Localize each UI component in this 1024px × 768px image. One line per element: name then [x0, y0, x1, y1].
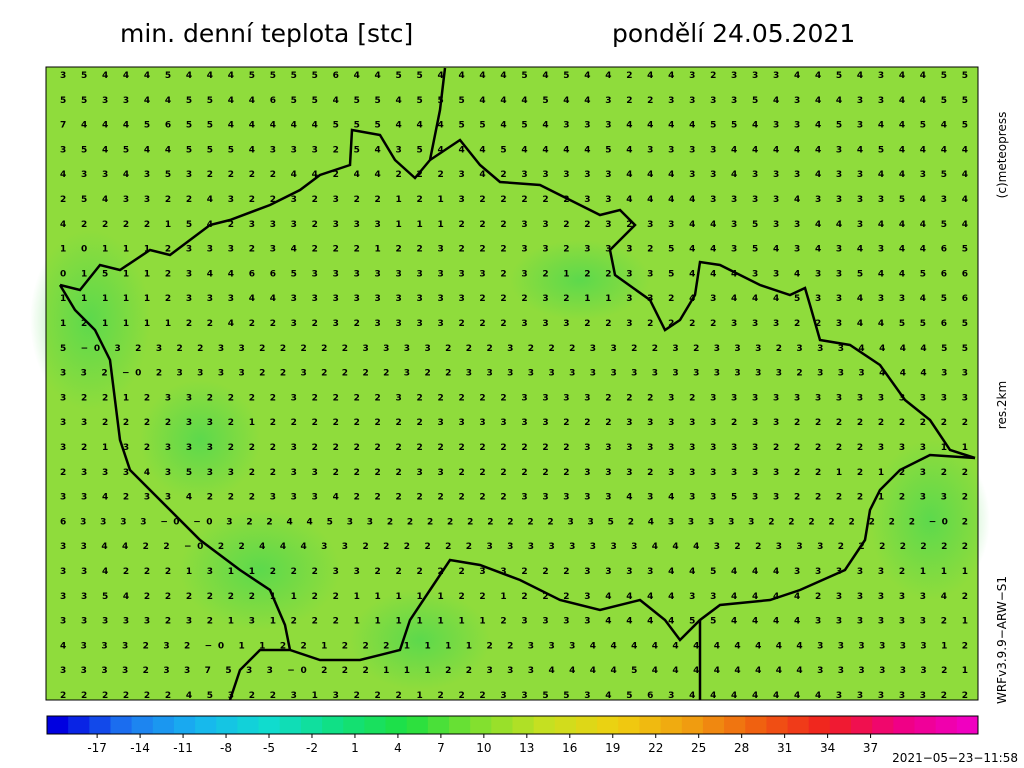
copyright: (c)meteopress: [995, 112, 1009, 199]
colorbar-label: 1: [351, 741, 359, 755]
colorbar-cell: [554, 716, 577, 734]
colorbar-cell: [935, 716, 958, 734]
colorbar-label: 34: [820, 741, 835, 755]
colorbar-cell: [364, 716, 387, 734]
colorbar-cell: [258, 716, 281, 734]
colorbar-label: -2: [306, 741, 318, 755]
grid-row: 7 4 4 4 5 6 5 5 4 4 4 4 4 5 5 5 4 4 4 5 …: [60, 121, 968, 131]
colorbar-cell: [449, 716, 471, 734]
grid-row: 3 3 2 2 2 2 3 3 2 1 2 2 2 2 2 2 2 2 3 3 …: [60, 418, 968, 428]
colorbar-cell: [343, 716, 365, 734]
colorbar-cell: [110, 716, 133, 734]
grid-row: 2 5 4 3 3 2 2 4 3 2 2 3 2 3 2 2 1 2 1 3 …: [60, 195, 968, 205]
grid-row: 4 3 3 4 3 5 3 2 2 2 2 4 4 2 4 4 2 2 2 3 …: [60, 170, 968, 180]
colorbar-label: 10: [476, 741, 491, 755]
colorbar-cell: [68, 716, 90, 734]
model: WRFv3.9.9−ARW−S1: [995, 576, 1009, 704]
grid-row: 3 3 5 4 2 2 2 2 2 2 1 1 2 2 1 1 1 1 1 2 …: [60, 592, 968, 602]
grid-row: 0 1 5 1 1 2 3 4 4 6 6 5 3 3 3 3 3 3 3 3 …: [60, 269, 968, 279]
colorbar-cell: [681, 716, 704, 734]
colorbar-cell: [131, 716, 154, 734]
cold-patches: [30, 230, 990, 690]
colorbar-cell: [237, 716, 260, 734]
colorbar-label: 4: [394, 741, 402, 755]
colorbar-cell: [787, 716, 810, 734]
colorbar-cell: [597, 716, 619, 734]
colorbar-label: 25: [691, 741, 706, 755]
colorbar-cell: [152, 716, 175, 734]
colorbar-cell: [893, 716, 916, 734]
colorbar-label: -8: [220, 741, 232, 755]
colorbar-cell: [914, 716, 937, 734]
colorbar-cell: [385, 716, 408, 734]
grid-row: 3 3 4 2 2 2 1 3 1 1 2 2 2 3 3 2 2 2 2 2 …: [60, 567, 968, 577]
colorbar-cell: [533, 716, 556, 734]
colorbar-cell: [851, 716, 873, 734]
colorbar-cell: [702, 716, 725, 734]
colorbar-cell: [766, 716, 789, 734]
colorbar-cell: [427, 716, 450, 734]
colorbar-label: -5: [263, 741, 275, 755]
value-grid: 3 5 4 4 4 5 4 4 4 5 5 5 5 6 4 4 5 5 4 4 …: [60, 71, 968, 701]
colorbar-cell: [956, 716, 979, 734]
grid-row: 1 0 1 1 1 2 3 3 3 2 3 4 2 2 2 1 2 2 3 2 …: [60, 245, 968, 255]
colorbar-label: 37: [863, 741, 878, 755]
colorbar-label: -14: [130, 741, 150, 755]
colorbar-cell: [491, 716, 513, 734]
map-frame: [45, 66, 979, 701]
colorbar-cell: [808, 716, 831, 734]
grid-row: 2 3 3 3 4 3 5 3 3 2 2 3 3 2 2 2 2 3 3 2 …: [60, 468, 968, 478]
grid-row: 1 2 1 1 1 1 2 2 4 2 2 3 2 3 2 3 3 3 3 2 …: [60, 319, 968, 329]
grid-row: 3 3 3 3 3 2 3 2 1 3 1 2 2 2 1 1 1 1 1 1 …: [60, 617, 968, 627]
colorbar-cell: [173, 716, 196, 734]
colorbar-frame: [46, 715, 979, 735]
colorbar-cell: [216, 716, 238, 734]
colorbar-cell: [724, 716, 746, 734]
colorbar: -17 -14 -11 -8 -5 -2 1 4 7 10 13 16 19 22 25 28 31 34 37: [46, 715, 979, 755]
colorbar-label: 22: [648, 741, 663, 755]
colorbar-cell: [660, 716, 683, 734]
colorbar-cell: [470, 716, 492, 734]
colorbar-cell: [639, 716, 662, 734]
resolution: res.2km: [995, 381, 1009, 429]
map-title: min. denní teplota [stc]: [120, 19, 413, 48]
colorbar-cell: [300, 716, 323, 734]
colorbar-cell: [745, 716, 767, 734]
colorbar-cell: [575, 716, 598, 734]
colorbar-cell: [406, 716, 429, 734]
grid-row: 3 5 4 5 4 4 5 5 5 4 3 3 3 2 5 4 3 5 4 4 …: [60, 145, 968, 155]
colorbar-cell: [47, 716, 69, 734]
colorbar-label: -11: [173, 741, 193, 755]
colorbar-cell: [872, 716, 894, 734]
colorbar-label: 7: [437, 741, 445, 755]
colorbar-cell: [829, 716, 852, 734]
timestamp: 2021−05−23−11:58: [892, 751, 1018, 765]
colorbar-label: 16: [562, 741, 577, 755]
colorbar-cell: [512, 716, 535, 734]
colorbar-label: 19: [605, 741, 620, 755]
grid-row: 5 5 3 3 4 4 5 5 4 4 6 5 5 4 5 5 4 5 5 5 …: [60, 96, 968, 106]
grid-row: 3 5 4 4 4 5 4 4 4 5 5 5 5 6 4 4 5 5 4 4 …: [60, 71, 968, 81]
colorbar-label: -17: [87, 741, 107, 755]
border: [58, 67, 976, 701]
grid-row: 3 3 4 2 3 3 4 2 2 2 3 3 3 4 2 2 2 2 2 2 …: [60, 493, 968, 503]
grid-row: 2 2 2 2 2 2 4 5 3 2 2 3 1 3 2 2 2 1 2 2 …: [60, 691, 968, 701]
colorbar-label: 28: [734, 741, 749, 755]
colorbar-cell: [322, 716, 344, 734]
grid-row: 3 2 2 1 2 3 3 2 2 2 2 3 2 2 2 2 3 2 2 2 …: [60, 393, 968, 403]
colorbar-cell: [279, 716, 302, 734]
colorbar-label: 13: [519, 741, 534, 755]
colorbar-cell: [195, 716, 217, 734]
grid-row: 1 1 1 1 1 2 3 3 3 4 4 3 3 3 3 3 3 3 3 3 …: [60, 294, 968, 304]
colorbar-cell: [618, 716, 640, 734]
colorbar-cell: [89, 716, 111, 734]
colorbar-label: 31: [777, 741, 792, 755]
map-date: pondělí 24.05.2021: [612, 19, 855, 48]
grid-row: 3 2 1 3 2 3 3 3 2 2 2 3 2 2 2 2 2 2 2 2 …: [60, 443, 968, 453]
grid-row: 4 2 2 2 2 1 5 4 2 3 3 3 2 3 3 3 1 1 1 2 …: [60, 220, 968, 230]
